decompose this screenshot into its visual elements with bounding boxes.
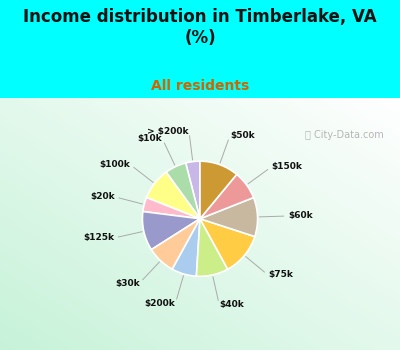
Wedge shape [200,174,254,219]
Wedge shape [143,197,200,219]
Text: $125k: $125k [83,233,114,243]
Text: $150k: $150k [271,162,302,172]
Wedge shape [142,211,200,250]
Text: > $200k: > $200k [148,127,189,136]
Text: ⓘ City-Data.com: ⓘ City-Data.com [305,130,384,140]
Wedge shape [200,219,255,269]
Text: $75k: $75k [268,271,293,280]
Text: $10k: $10k [138,134,162,144]
Wedge shape [146,172,200,219]
Text: $40k: $40k [219,300,244,309]
Wedge shape [200,197,258,237]
Wedge shape [200,161,237,219]
Wedge shape [172,219,200,276]
Text: $50k: $50k [230,131,254,140]
Text: Income distribution in Timberlake, VA
(%): Income distribution in Timberlake, VA (%… [23,8,377,47]
Wedge shape [196,219,228,276]
Text: $100k: $100k [100,160,130,169]
Wedge shape [166,163,200,219]
Text: $30k: $30k [115,279,140,288]
Text: $200k: $200k [145,299,175,308]
Wedge shape [186,161,200,219]
Wedge shape [151,219,200,269]
Text: $20k: $20k [90,192,114,201]
Text: $60k: $60k [288,211,313,220]
Text: All residents: All residents [151,79,249,93]
